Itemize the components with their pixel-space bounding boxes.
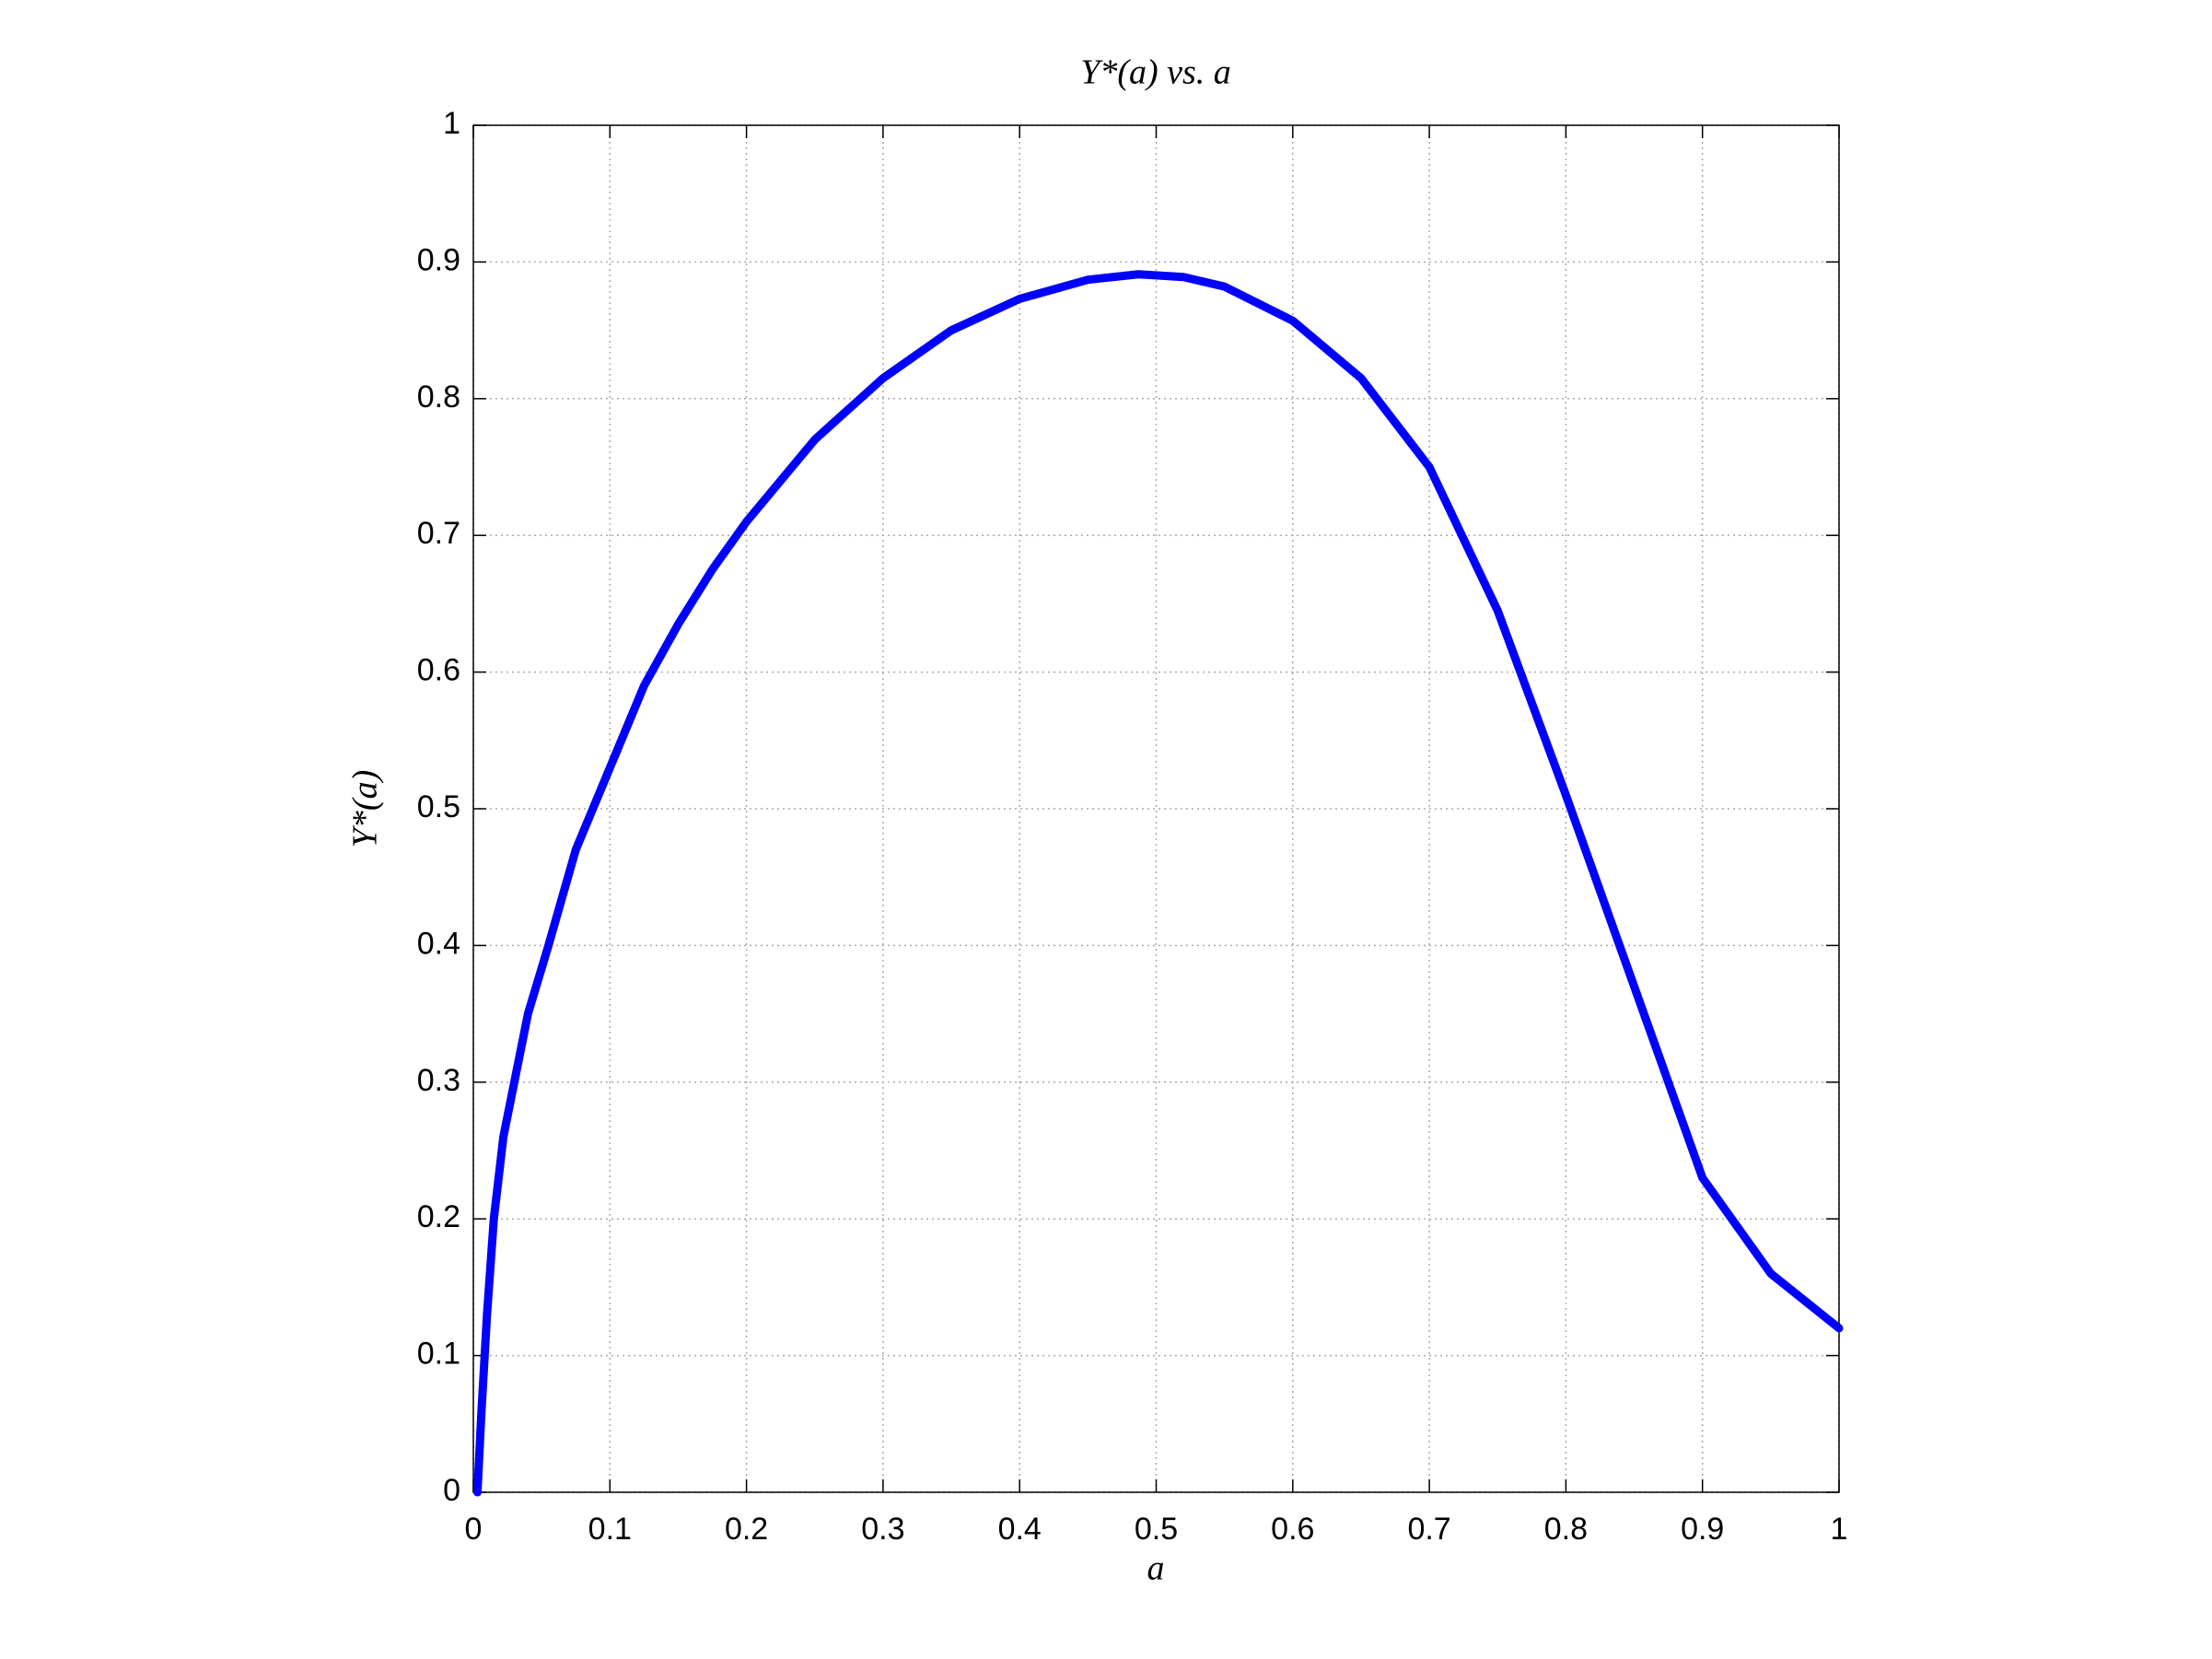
y-tick-label: 0.1 (417, 1337, 460, 1372)
y-tick-label: 0.8 (417, 380, 460, 415)
x-tick-label: 0 (465, 1512, 483, 1547)
chart-title: Y*(a) vs. a (1080, 53, 1231, 92)
x-tick-label: 0.3 (861, 1512, 904, 1547)
y-tick-label: 0.7 (417, 516, 460, 551)
y-axis-label: Y*(a) (346, 770, 385, 847)
y-tick-label: 1 (443, 106, 460, 141)
y-tick-label: 0.5 (417, 789, 460, 824)
x-tick-label: 0.5 (1135, 1512, 1178, 1547)
x-tick-label: 0.6 (1271, 1512, 1314, 1547)
x-tick-label: 0.2 (725, 1512, 768, 1547)
y-tick-label: 0.3 (417, 1063, 460, 1098)
x-tick-label: 0.4 (998, 1512, 1042, 1547)
x-tick-label: 1 (1831, 1512, 1848, 1547)
x-tick-label: 0.1 (588, 1512, 632, 1547)
x-axis-label: a (1147, 1549, 1165, 1588)
y-tick-label: 0.2 (417, 1199, 460, 1234)
data-line (472, 270, 1844, 1497)
x-tick-label: 0.8 (1544, 1512, 1588, 1547)
y-tick-label: 0.9 (417, 242, 460, 277)
y-tick-label: 0.4 (417, 926, 460, 961)
x-tick-label: 0.7 (1407, 1512, 1450, 1547)
y-tick-label: 0 (443, 1473, 460, 1508)
y-tick-label: 0.6 (417, 653, 460, 688)
plot-frame (472, 124, 1840, 1493)
x-tick-label: 0.9 (1681, 1512, 1724, 1547)
